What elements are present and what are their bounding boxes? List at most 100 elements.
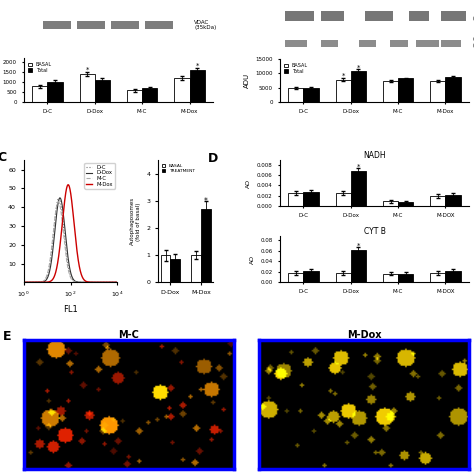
Bar [80,74,95,102]
Bar [142,88,157,102]
Line: D-C: D-C [24,198,118,283]
Y-axis label: ADU: ADU [244,73,250,88]
M-C [83,280,89,285]
Bar [390,40,409,47]
M-Dox [21,280,27,285]
Bar [446,271,461,283]
M-Dox [63,188,69,194]
Bar [351,71,366,102]
D-C [115,280,120,285]
Bar [161,255,171,283]
Bar [383,82,398,102]
Bar [145,21,173,28]
Text: *: * [204,197,208,206]
Bar [43,21,71,28]
M-C [21,280,27,285]
Bar [285,40,301,47]
D-Dox [83,280,89,285]
Bar [446,195,461,206]
Bar [321,40,343,47]
Bar [303,271,319,283]
Bar [127,90,142,102]
Bar [398,202,413,206]
Text: E: E [3,330,11,343]
Bar [441,40,459,47]
Bar [190,70,205,102]
Legend: D-C, D-Dox, M-C, M-Dox: D-C, D-Dox, M-C, M-Dox [84,163,115,189]
Bar [365,11,395,21]
Bar [351,171,366,206]
Text: D: D [208,152,218,165]
D-C [45,271,51,277]
Bar [359,40,376,47]
Bar [303,191,319,206]
Text: *: * [342,73,345,79]
Y-axis label: Autophagosomes
(fold of basal): Autophagosomes (fold of basal) [130,197,141,246]
Text: *: * [86,66,89,73]
D-Dox [64,239,69,245]
M-Dox [37,280,43,285]
Legend: BASAL, Total: BASAL, Total [26,60,54,75]
Title: NADH: NADH [363,151,386,160]
Bar [285,11,310,21]
Bar [303,88,319,102]
M-C [64,255,69,260]
Bar [430,273,446,283]
Title: CYT B: CYT B [364,227,385,236]
Text: C: C [0,151,7,164]
Line: M-C: M-C [24,201,118,283]
Y-axis label: Cell Number: Cell Number [0,195,3,247]
M-C [55,199,61,204]
Text: *: * [356,164,360,170]
Bar [336,193,351,206]
Bar [446,77,461,102]
D-C [64,249,69,255]
M-C [91,280,97,285]
Line: D-Dox: D-Dox [24,198,118,283]
D-C [76,279,82,285]
M-Dox [45,279,51,285]
Bar [32,86,47,102]
Bar [111,21,139,28]
M-Dox [91,280,97,285]
M-Dox [76,262,82,268]
D-C [83,280,89,285]
D-Dox [115,280,120,285]
Bar [430,196,446,206]
M-C [115,280,120,285]
Legend: BASAL, TREATMENT: BASAL, TREATMENT [160,163,197,175]
Title: M-C: M-C [118,329,139,339]
Bar [336,80,351,102]
M-C [76,279,82,285]
D-Dox [76,279,82,285]
D-C [56,195,62,201]
M-C [37,279,43,285]
M-C [45,270,51,275]
Bar [288,273,303,283]
M-Dox [115,280,120,285]
Text: *: * [356,64,360,71]
D-Dox [45,274,51,280]
Bar [398,274,413,283]
D-Dox [37,279,43,285]
Bar [383,274,398,283]
Text: LC3-II
(= 17kDa): LC3-II (= 17kDa) [473,10,474,21]
D-C [37,279,43,285]
D-Dox [21,280,27,285]
Y-axis label: AO: AO [250,255,255,264]
Text: *: * [195,63,199,69]
Legend: BASAL, Total: BASAL, Total [282,61,310,75]
Bar [191,255,201,283]
Bar [288,193,303,206]
Title: M-Dox: M-Dox [347,329,382,339]
Bar [321,11,350,21]
Y-axis label: AO: AO [246,179,251,188]
D-Dox [91,280,97,285]
D-C [91,280,97,285]
D-C [21,280,27,285]
Bar [416,40,438,47]
Line: M-Dox: M-Dox [24,185,118,283]
Text: *: * [356,243,360,249]
Bar [441,11,461,21]
Bar [174,78,190,102]
